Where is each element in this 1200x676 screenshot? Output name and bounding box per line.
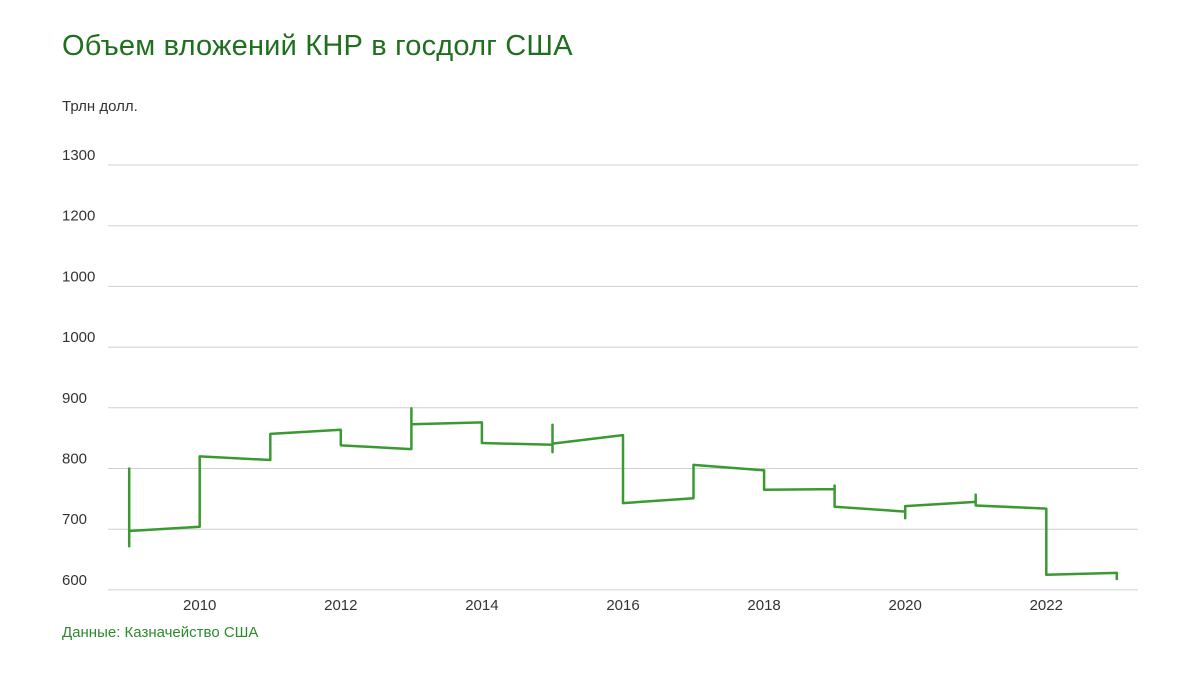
y-axis-unit-label: Трлн долл. bbox=[62, 98, 138, 115]
series-line-0 bbox=[127, 407, 1119, 581]
y-tick-labels: 1300 1200 1000 1000 900 800 700 600 bbox=[62, 147, 95, 589]
y-tick-label: 800 bbox=[62, 451, 87, 468]
x-tick-label: 2012 bbox=[324, 597, 357, 614]
x-tick-label: 2020 bbox=[889, 597, 922, 614]
y-tick-label: 700 bbox=[62, 511, 87, 528]
x-tick-label: 2022 bbox=[1030, 597, 1063, 614]
x-tick-labels: 2010 2012 2014 2016 2018 2020 2022 bbox=[183, 597, 1063, 614]
x-tick-label: 2018 bbox=[747, 597, 780, 614]
grid-lines bbox=[108, 164, 1138, 591]
x-tick-label: 2010 bbox=[183, 597, 216, 614]
y-tick-label: 1300 bbox=[62, 147, 95, 164]
y-tick-label: 1200 bbox=[62, 208, 95, 225]
y-tick-label: 1000 bbox=[62, 329, 95, 346]
x-tick-label: 2014 bbox=[465, 597, 498, 614]
y-tick-label: 1000 bbox=[62, 268, 95, 285]
y-tick-label: 900 bbox=[62, 390, 87, 407]
chart-title: Объем вложений КНР в госдолг США bbox=[62, 30, 573, 62]
series-layer bbox=[127, 407, 1119, 581]
x-tick-label: 2016 bbox=[606, 597, 639, 614]
y-tick-label: 600 bbox=[62, 572, 87, 589]
data-source-note: Данные: Казначейство США bbox=[62, 624, 259, 641]
